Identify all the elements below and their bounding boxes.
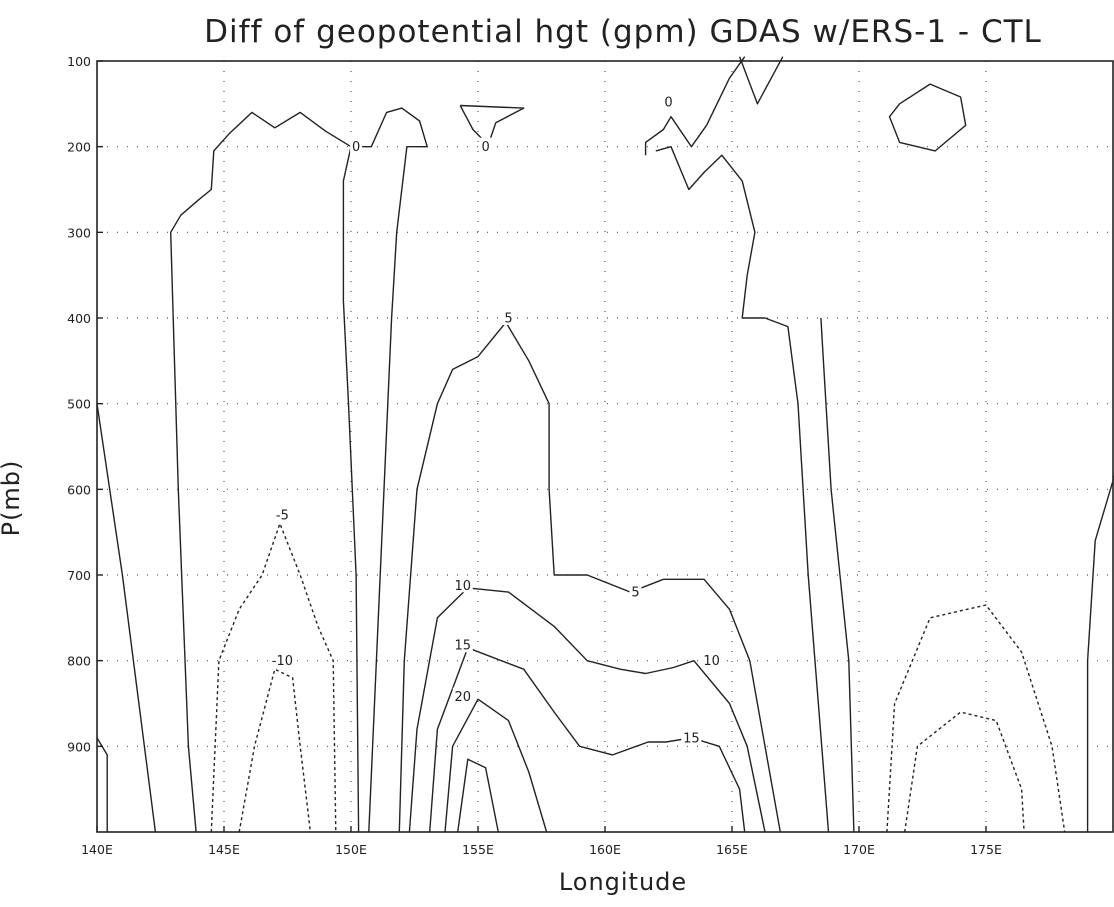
contour-line	[238, 668, 312, 833]
contour-label-bg	[452, 636, 473, 653]
x-tick-label: 150E	[335, 842, 367, 857]
contour-label-bg	[350, 137, 363, 154]
contour-line	[644, 56, 746, 156]
y-tick-label: 400	[67, 311, 91, 326]
x-tick-label: 140E	[81, 842, 113, 857]
contour-line	[170, 111, 360, 833]
plot-frame	[96, 60, 1114, 833]
contour-label: 5	[504, 312, 512, 327]
y-tick-label: 700	[67, 568, 91, 583]
contour-line	[1086, 474, 1114, 832]
y-tick-label: 600	[67, 482, 91, 497]
contour-label: 0	[481, 140, 489, 155]
contour-label: 5	[631, 586, 639, 601]
y-tick-label: 900	[67, 739, 91, 754]
contour-label-bg	[662, 93, 675, 110]
contour-label-bg	[479, 137, 492, 154]
contour-label: 15	[683, 731, 700, 746]
x-tick-label: 155E	[462, 842, 494, 857]
x-tick-label: 165E	[716, 842, 748, 857]
contour-line	[886, 604, 1066, 833]
contour-line	[738, 56, 784, 105]
contour-label-bg	[452, 576, 473, 593]
contour-label: -10	[272, 654, 293, 669]
contour-label-bg	[701, 651, 722, 668]
contour-label: 0	[352, 140, 360, 155]
y-tick-label: 200	[67, 140, 91, 155]
contour-line	[820, 317, 855, 833]
x-tick-label: 145E	[208, 842, 240, 857]
contour-label: -5	[276, 509, 289, 524]
contour-line	[904, 711, 1025, 833]
y-axis-title: P(mb)	[0, 460, 25, 537]
x-tick-label: 160E	[589, 842, 621, 857]
contour-line	[408, 587, 766, 833]
contour-label-bg	[268, 651, 297, 668]
contour-line	[210, 521, 337, 833]
grid-lines	[97, 61, 1113, 832]
contour-line	[888, 83, 967, 152]
contour-label: 0	[664, 96, 672, 111]
contour-line	[459, 104, 525, 146]
y-tick-label: 100	[67, 54, 91, 69]
contour-label-bg	[681, 728, 702, 745]
contour-label: 20	[454, 690, 471, 705]
axis-ticks: 140E 145E 150E 155E 160E 165E 170E 175E10020030…	[67, 54, 1002, 857]
contour-line	[361, 107, 428, 833]
contour-label: 15	[454, 639, 471, 654]
contour-line	[444, 698, 548, 833]
contour-line	[457, 758, 499, 833]
x-axis-title: Longitude	[559, 868, 687, 896]
y-tick-label: 800	[67, 654, 91, 669]
y-tick-label: 300	[67, 225, 91, 240]
contour-lines	[96, 56, 1114, 833]
x-tick-label: 170E	[843, 842, 875, 857]
contour-labels: 0 0 0 5 5 -5 -10 10 10 15 15 20	[268, 93, 722, 746]
contour-label-bg	[502, 309, 515, 325]
chart-title: Diff of geopotential hgt (gpm) GDAS w/ER…	[204, 14, 1042, 50]
contour-label-bg	[452, 687, 473, 704]
y-tick-label: 500	[67, 397, 91, 412]
contour-label-bg	[272, 506, 293, 523]
contour-line	[96, 737, 108, 832]
contour-line	[398, 321, 781, 833]
contour-line	[655, 146, 830, 833]
x-tick-label: 175E	[970, 842, 1002, 857]
contour-label: 10	[454, 579, 471, 594]
contour-line	[96, 403, 157, 833]
contour-label: 10	[703, 654, 720, 669]
contour-label-bg	[629, 583, 642, 600]
